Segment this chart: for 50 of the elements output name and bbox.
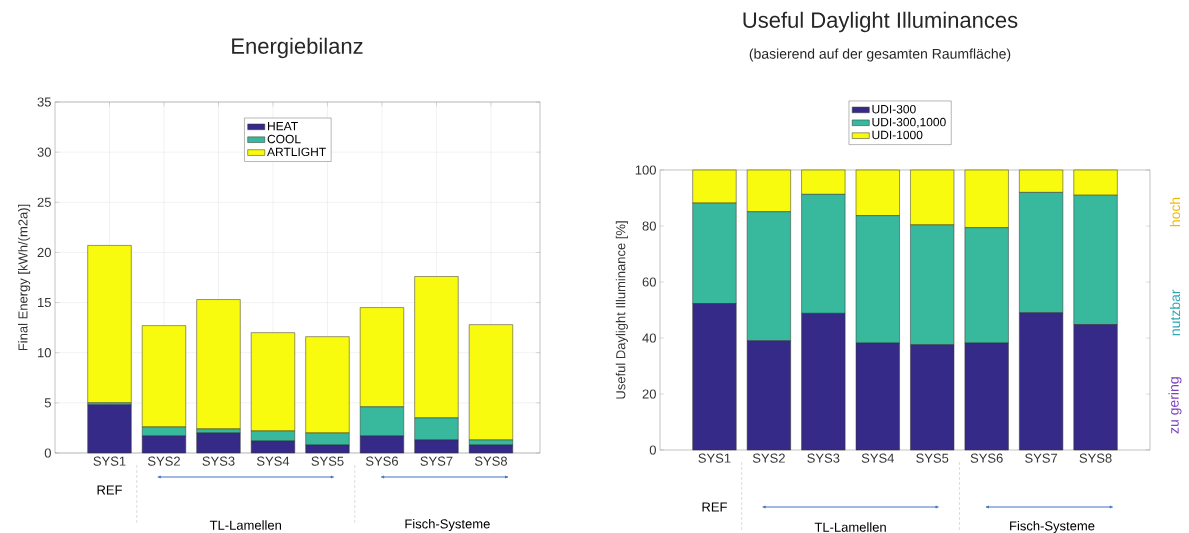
x-tick-label: SYS6 <box>365 456 399 466</box>
text: TL-Lamellen <box>209 520 281 530</box>
x-tick-label: SYS3 <box>202 456 235 466</box>
x-tick-label: SYS4 <box>861 453 895 463</box>
legend-label: COOL <box>267 134 301 144</box>
legend-label: UDI-1000 <box>872 130 923 140</box>
x-tick-label: SYS1 <box>93 456 126 466</box>
x-tick-label: SYS3 <box>807 453 840 463</box>
text: REF <box>702 502 727 512</box>
y-tick-label: 0 <box>649 445 656 455</box>
y-tick-label: 80 <box>642 221 656 231</box>
y-tick-label: 25 <box>37 197 51 207</box>
y-tick-label: 0 <box>44 448 51 458</box>
x-tick-label: SYS2 <box>147 456 180 466</box>
text: REF <box>97 485 122 495</box>
legend-label: UDI-300,1000 <box>872 117 946 128</box>
x-tick-label: SYS7 <box>1025 453 1058 463</box>
y-axis-title: Final Energy [kWh/(m2a)] <box>18 204 31 351</box>
y-tick-label: 15 <box>38 298 51 308</box>
text: hoch <box>1169 197 1181 227</box>
text: Fisch-Systeme <box>405 518 490 532</box>
x-tick-label: SYS5 <box>311 456 344 466</box>
y-tick-label: 40 <box>642 333 656 343</box>
x-tick-label: SYS6 <box>970 453 1003 463</box>
y-tick-label: 10 <box>38 348 51 358</box>
y-tick-label: 20 <box>642 389 656 399</box>
y-tick-label: 60 <box>642 277 656 287</box>
text: TL-Lamellen <box>814 522 886 532</box>
x-tick-label: SYS8 <box>474 456 508 466</box>
text: zu gering <box>1168 377 1182 434</box>
x-tick-label: SYS8 <box>1079 453 1112 463</box>
chart-title: Useful Daylight Illuminances <box>743 11 1018 33</box>
chart-subtitle: (basierend auf der gesamten Raumfläche) <box>749 48 1011 62</box>
y-tick-label: 30 <box>37 147 51 157</box>
legend-label: ARTLIGHT <box>267 147 326 157</box>
y-tick-label: 20 <box>37 247 51 258</box>
chart-title: Energiebilanz <box>232 37 363 59</box>
legend-label: UDI-300 <box>872 104 916 114</box>
y-tick-label: 100 <box>635 165 656 175</box>
x-tick-label: SYS1 <box>698 453 731 463</box>
y-tick-label: 35 <box>37 97 51 107</box>
x-tick-label: SYS4 <box>256 456 290 466</box>
text: Fisch-Systeme <box>1010 520 1095 533</box>
x-tick-label: SYS2 <box>752 453 785 463</box>
x-tick-label: SYS7 <box>420 456 453 466</box>
x-tick-label: SYS5 <box>916 453 949 463</box>
y-axis-title: Useful Daylight Illuminance [%] <box>615 221 628 399</box>
text: nutzbar <box>1169 289 1181 336</box>
legend-label: HEAT <box>268 122 298 131</box>
y-tick-label: 5 <box>44 398 51 408</box>
